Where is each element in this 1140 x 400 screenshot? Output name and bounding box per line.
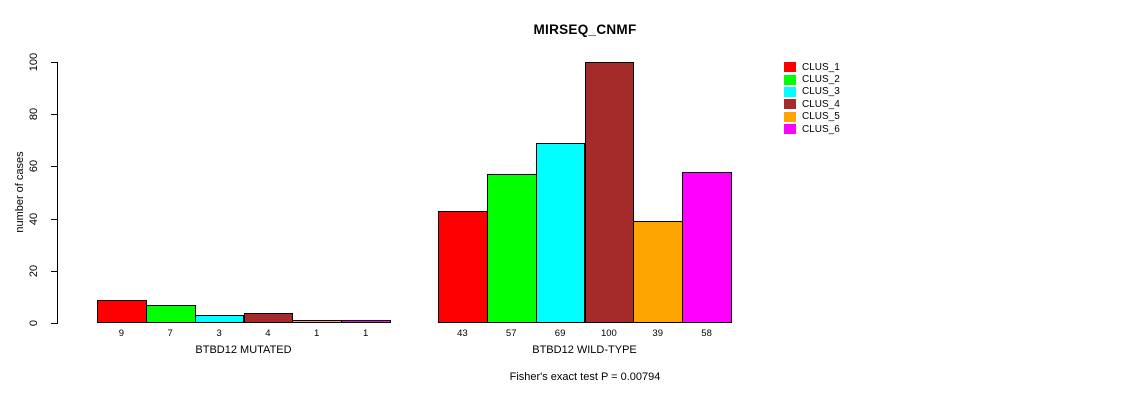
bar-clus_4-group1: [243, 312, 294, 323]
bar-clus_5-group2: [633, 221, 684, 323]
y-axis-tick: [51, 114, 57, 115]
bar-value-label: 1: [314, 328, 320, 339]
legend: CLUS_1 CLUS_2 CLUS_3 CLUS_4 CLUS_5 CLUS_6: [784, 61, 840, 135]
y-axis-tick-label: 20: [28, 264, 40, 278]
chart-title: MIRSEQ_CNMF: [533, 22, 637, 37]
legend-swatch-icon: [784, 124, 796, 135]
bar-clus_4-group2: [584, 62, 635, 323]
legend-label: CLUS_5: [802, 111, 840, 123]
bar-value-label: 7: [167, 328, 173, 339]
bar-value-label: 4: [265, 328, 271, 339]
y-axis-tick: [51, 62, 57, 63]
bar-clus_3-group2: [535, 142, 586, 323]
y-axis-tick: [51, 219, 57, 220]
legend-item-clus_3: CLUS_3: [784, 86, 840, 98]
y-axis-tick: [51, 323, 57, 324]
y-axis-tick-label: 40: [28, 212, 40, 226]
bar-clus_5-group1: [292, 320, 343, 323]
group-label: BTBD12 WILD-TYPE: [532, 344, 637, 356]
bar-value-label: 43: [457, 328, 468, 339]
legend-label: CLUS_6: [802, 123, 840, 135]
bar-value-label: 3: [216, 328, 222, 339]
bar-clus_6-group2: [682, 171, 732, 323]
legend-item-clus_6: CLUS_6: [784, 123, 840, 135]
group-label: BTBD12 MUTATED: [195, 344, 292, 356]
legend-item-clus_5: CLUS_5: [784, 111, 840, 123]
y-axis-tick-label: 60: [28, 159, 40, 173]
legend-swatch-icon: [784, 62, 796, 73]
bar-clus_1-group1: [97, 299, 147, 323]
y-axis-label: number of cases: [14, 151, 26, 233]
bar-clus_6-group1: [341, 320, 391, 323]
y-axis-tick: [51, 166, 57, 167]
y-axis-tick: [51, 271, 57, 272]
legend-swatch-icon: [784, 74, 796, 85]
y-axis-tick-label: 100: [28, 52, 40, 72]
legend-swatch-icon: [784, 111, 796, 122]
bar-value-label: 57: [505, 328, 517, 339]
legend-label: CLUS_2: [802, 74, 840, 86]
legend-item-clus_2: CLUS_2: [784, 73, 840, 85]
y-axis-tick-label: 80: [28, 107, 40, 121]
legend-label: CLUS_3: [802, 86, 840, 98]
bar-value-label: 9: [118, 328, 125, 339]
bar-clus_2-group2: [486, 174, 537, 323]
bar-value-label: 39: [652, 328, 663, 339]
y-axis-line: [57, 62, 58, 324]
bar-value-label: 58: [701, 328, 712, 339]
bar-value-label: 100: [600, 328, 617, 339]
bar-clus_2-group1: [145, 304, 196, 323]
bar-value-label: 1: [362, 328, 369, 339]
legend-label: CLUS_1: [802, 61, 840, 73]
bar-value-label: 69: [554, 328, 566, 339]
legend-swatch-icon: [784, 99, 796, 110]
legend-item-clus_1: CLUS_1: [784, 61, 840, 73]
y-axis-tick-label: 0: [28, 319, 40, 327]
bar-clus_3-group1: [194, 315, 245, 323]
fisher-test-note: Fisher's exact test P = 0.00794: [509, 371, 661, 383]
legend-label: CLUS_4: [802, 98, 840, 110]
legend-item-clus_4: CLUS_4: [784, 98, 840, 110]
bar-clus_1-group2: [438, 210, 488, 323]
legend-swatch-icon: [784, 86, 796, 97]
